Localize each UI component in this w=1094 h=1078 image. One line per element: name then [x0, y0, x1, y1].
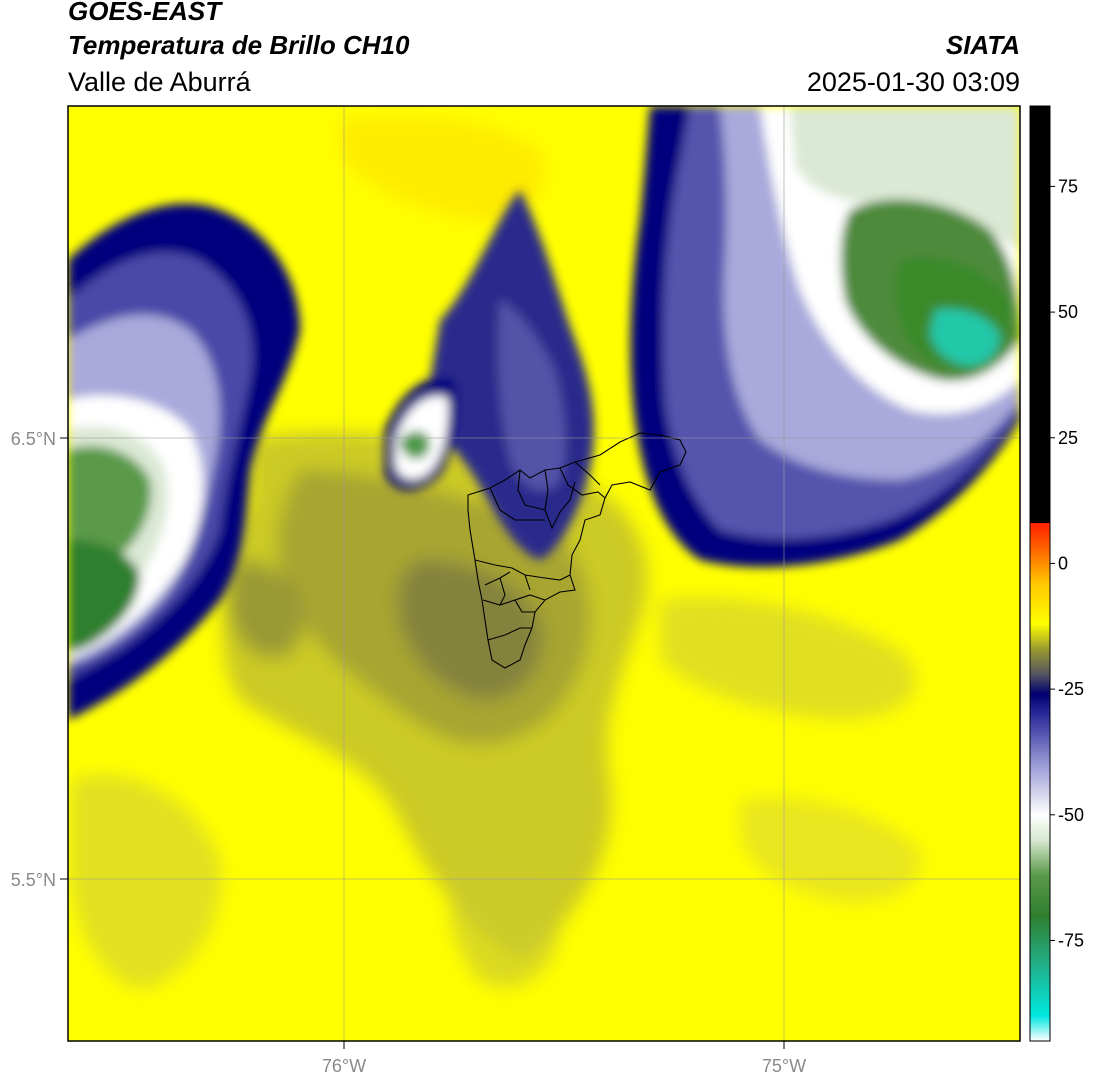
colorbar-tick-label: 25 — [1058, 428, 1078, 448]
colorbar-tick-label: -75 — [1058, 930, 1084, 950]
timestamp-label: 2025-01-30 03:09 — [806, 67, 1020, 97]
municipal-boundaries — [467, 432, 687, 669]
lat-tick-label: 6.5°N — [11, 429, 56, 449]
olive-moisture-region — [70, 116, 922, 990]
colorbar-frame — [1029, 105, 1051, 1042]
colorbar-tick-label: -25 — [1058, 679, 1084, 699]
colorbar-tick-label: 75 — [1058, 176, 1078, 196]
west-cloud-system — [68, 203, 300, 720]
central-cloud-system — [385, 190, 595, 560]
gridlines — [68, 106, 1020, 1041]
map-frame — [67, 105, 1021, 1042]
colorbar: 75 50 25 0 -25 -50 -75 — [1029, 105, 1084, 1042]
east-cloud-system — [630, 106, 1020, 568]
colorbar-tick-label: 50 — [1058, 302, 1078, 322]
colorbar-tick-label: 0 — [1058, 553, 1068, 573]
lon-tick-label: 75°W — [762, 1056, 806, 1076]
colorbar-tick-label: -50 — [1058, 805, 1084, 825]
lat-tick-label: 5.5°N — [11, 870, 56, 890]
map-title-product: Temperatura de Brillo CH10 — [68, 30, 410, 60]
colorbar-scale — [1030, 106, 1050, 1041]
brightness-temperature-field — [68, 106, 1020, 1041]
map-title-satellite: GOES-EAST — [68, 0, 222, 26]
lon-tick-label: 76°W — [322, 1056, 366, 1076]
agency-label: SIATA — [945, 30, 1020, 60]
map-subtitle-region: Valle de Aburrá — [68, 67, 251, 97]
